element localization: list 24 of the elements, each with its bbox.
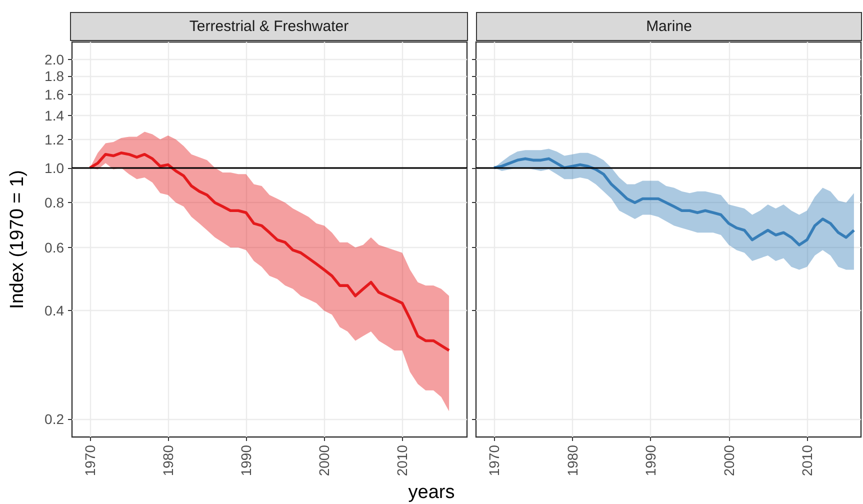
x-tick-label: 1970 [486, 444, 502, 476]
x-tick-label: 1990 [238, 444, 254, 476]
x-tick-label: 2010 [799, 444, 816, 476]
chart-title: Marine [476, 12, 862, 41]
x-tick-label: 1990 [642, 444, 658, 476]
y-tick-label: 0.2 [44, 410, 64, 427]
x-tick-label: 1970 [82, 444, 98, 476]
y-tick-label: 1.4 [44, 107, 64, 124]
y-tick-label: 2.0 [44, 52, 64, 68]
chart-title: Terrestrial & Freshwater [70, 12, 468, 41]
x-axis-title: years [407, 482, 456, 504]
y-tick-label: 0.6 [44, 239, 64, 256]
x-tick-label: 2000 [720, 444, 737, 476]
y-tick-label: 0.4 [44, 302, 64, 319]
y-axis-title: Index (1970 = 1) [7, 170, 28, 309]
y-tick-label: 1.6 [44, 86, 64, 102]
y-tick-label: 1.2 [44, 131, 64, 148]
x-tick-label: 1980 [564, 444, 580, 476]
x-tick-label: 2010 [394, 444, 410, 476]
x-tick-label: 1980 [160, 444, 176, 476]
y-tick-label: 1.0 [44, 160, 64, 176]
x-tick-label: 2000 [316, 444, 332, 476]
y-tick-label: 1.8 [44, 68, 64, 84]
y-tick-label: 0.8 [44, 194, 64, 211]
